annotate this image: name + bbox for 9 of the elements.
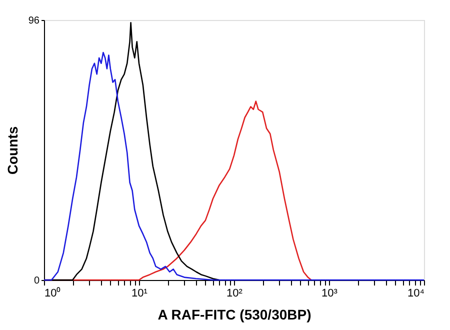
x-tick-label: 10⁰ — [44, 286, 61, 300]
y-axis-title: Counts — [4, 126, 20, 175]
y-tick-label: 0 — [34, 276, 40, 286]
x-axis-title: A RAF-FITC (530/30BP) — [158, 306, 312, 322]
x-tick-label: 10⁴ — [408, 288, 425, 300]
y-tick-label: 96 — [28, 16, 40, 26]
x-tick-label: 10³ — [322, 288, 338, 300]
x-tick-label: 10¹ — [132, 288, 148, 300]
x-tick-label: 10² — [226, 288, 243, 300]
